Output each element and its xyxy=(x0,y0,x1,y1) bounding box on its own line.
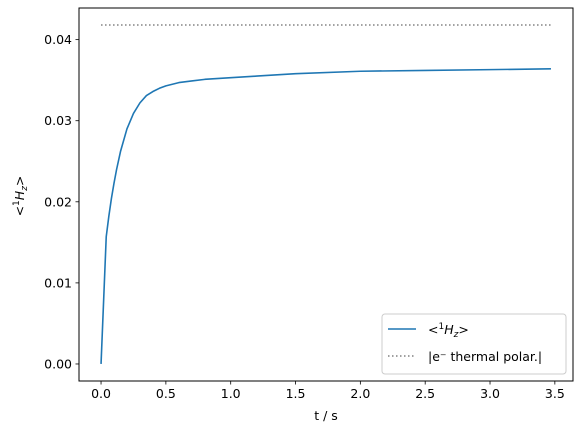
x-tick-label: 0.5 xyxy=(156,386,176,401)
legend-label-series-2: |e⁻ thermal polar.| xyxy=(428,349,542,364)
series-line-1 xyxy=(100,68,551,365)
y-tick-label: 0.02 xyxy=(44,194,72,209)
x-tick-label: 1.0 xyxy=(221,386,241,401)
x-tick-label: 0.0 xyxy=(91,386,111,401)
legend-label-base: H xyxy=(444,322,454,337)
y-tick-label: 0.00 xyxy=(44,356,72,371)
legend-frame xyxy=(381,313,567,375)
legend-label-close: > xyxy=(458,322,468,337)
x-tick-label: 1.5 xyxy=(286,386,306,401)
x-tick-label: 3.0 xyxy=(480,386,500,401)
y-label-sup: 1 xyxy=(12,200,22,206)
legend-label-sup: 1 xyxy=(438,322,444,332)
x-axis-ticks: 0.0 0.5 1.0 1.5 2.0 2.5 3.0 3.5 xyxy=(91,381,565,401)
y-axis-label: <1Hz> xyxy=(12,176,30,217)
y-label-sub: z xyxy=(20,186,30,192)
legend-label-sub: z xyxy=(453,330,459,340)
x-tick-label: 3.5 xyxy=(545,386,565,401)
legend-label-series-1: <1Hz> xyxy=(428,322,469,340)
legend: <1Hz> |e⁻ thermal polar.| xyxy=(381,313,567,375)
x-axis-label: t / s xyxy=(314,408,338,423)
y-tick-label: 0.01 xyxy=(44,275,72,290)
y-axis-ticks: 0.00 0.01 0.02 0.03 0.04 xyxy=(44,32,79,371)
series-layer xyxy=(100,24,551,365)
y-label-close: > xyxy=(12,176,27,186)
x-tick-label: 2.5 xyxy=(415,386,435,401)
y-label-open: < xyxy=(12,206,27,216)
plot-frame xyxy=(78,7,574,382)
y-tick-label: 0.03 xyxy=(44,113,72,128)
legend-label-open: < xyxy=(428,322,438,337)
x-tick-label: 2.0 xyxy=(350,386,370,401)
y-label-base: H xyxy=(12,190,27,200)
y-tick-label: 0.04 xyxy=(44,32,72,47)
